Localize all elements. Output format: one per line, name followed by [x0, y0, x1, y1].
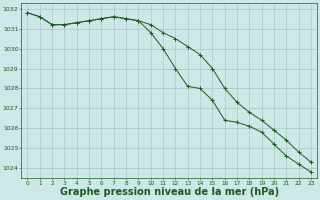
X-axis label: Graphe pression niveau de la mer (hPa): Graphe pression niveau de la mer (hPa) — [60, 187, 279, 197]
